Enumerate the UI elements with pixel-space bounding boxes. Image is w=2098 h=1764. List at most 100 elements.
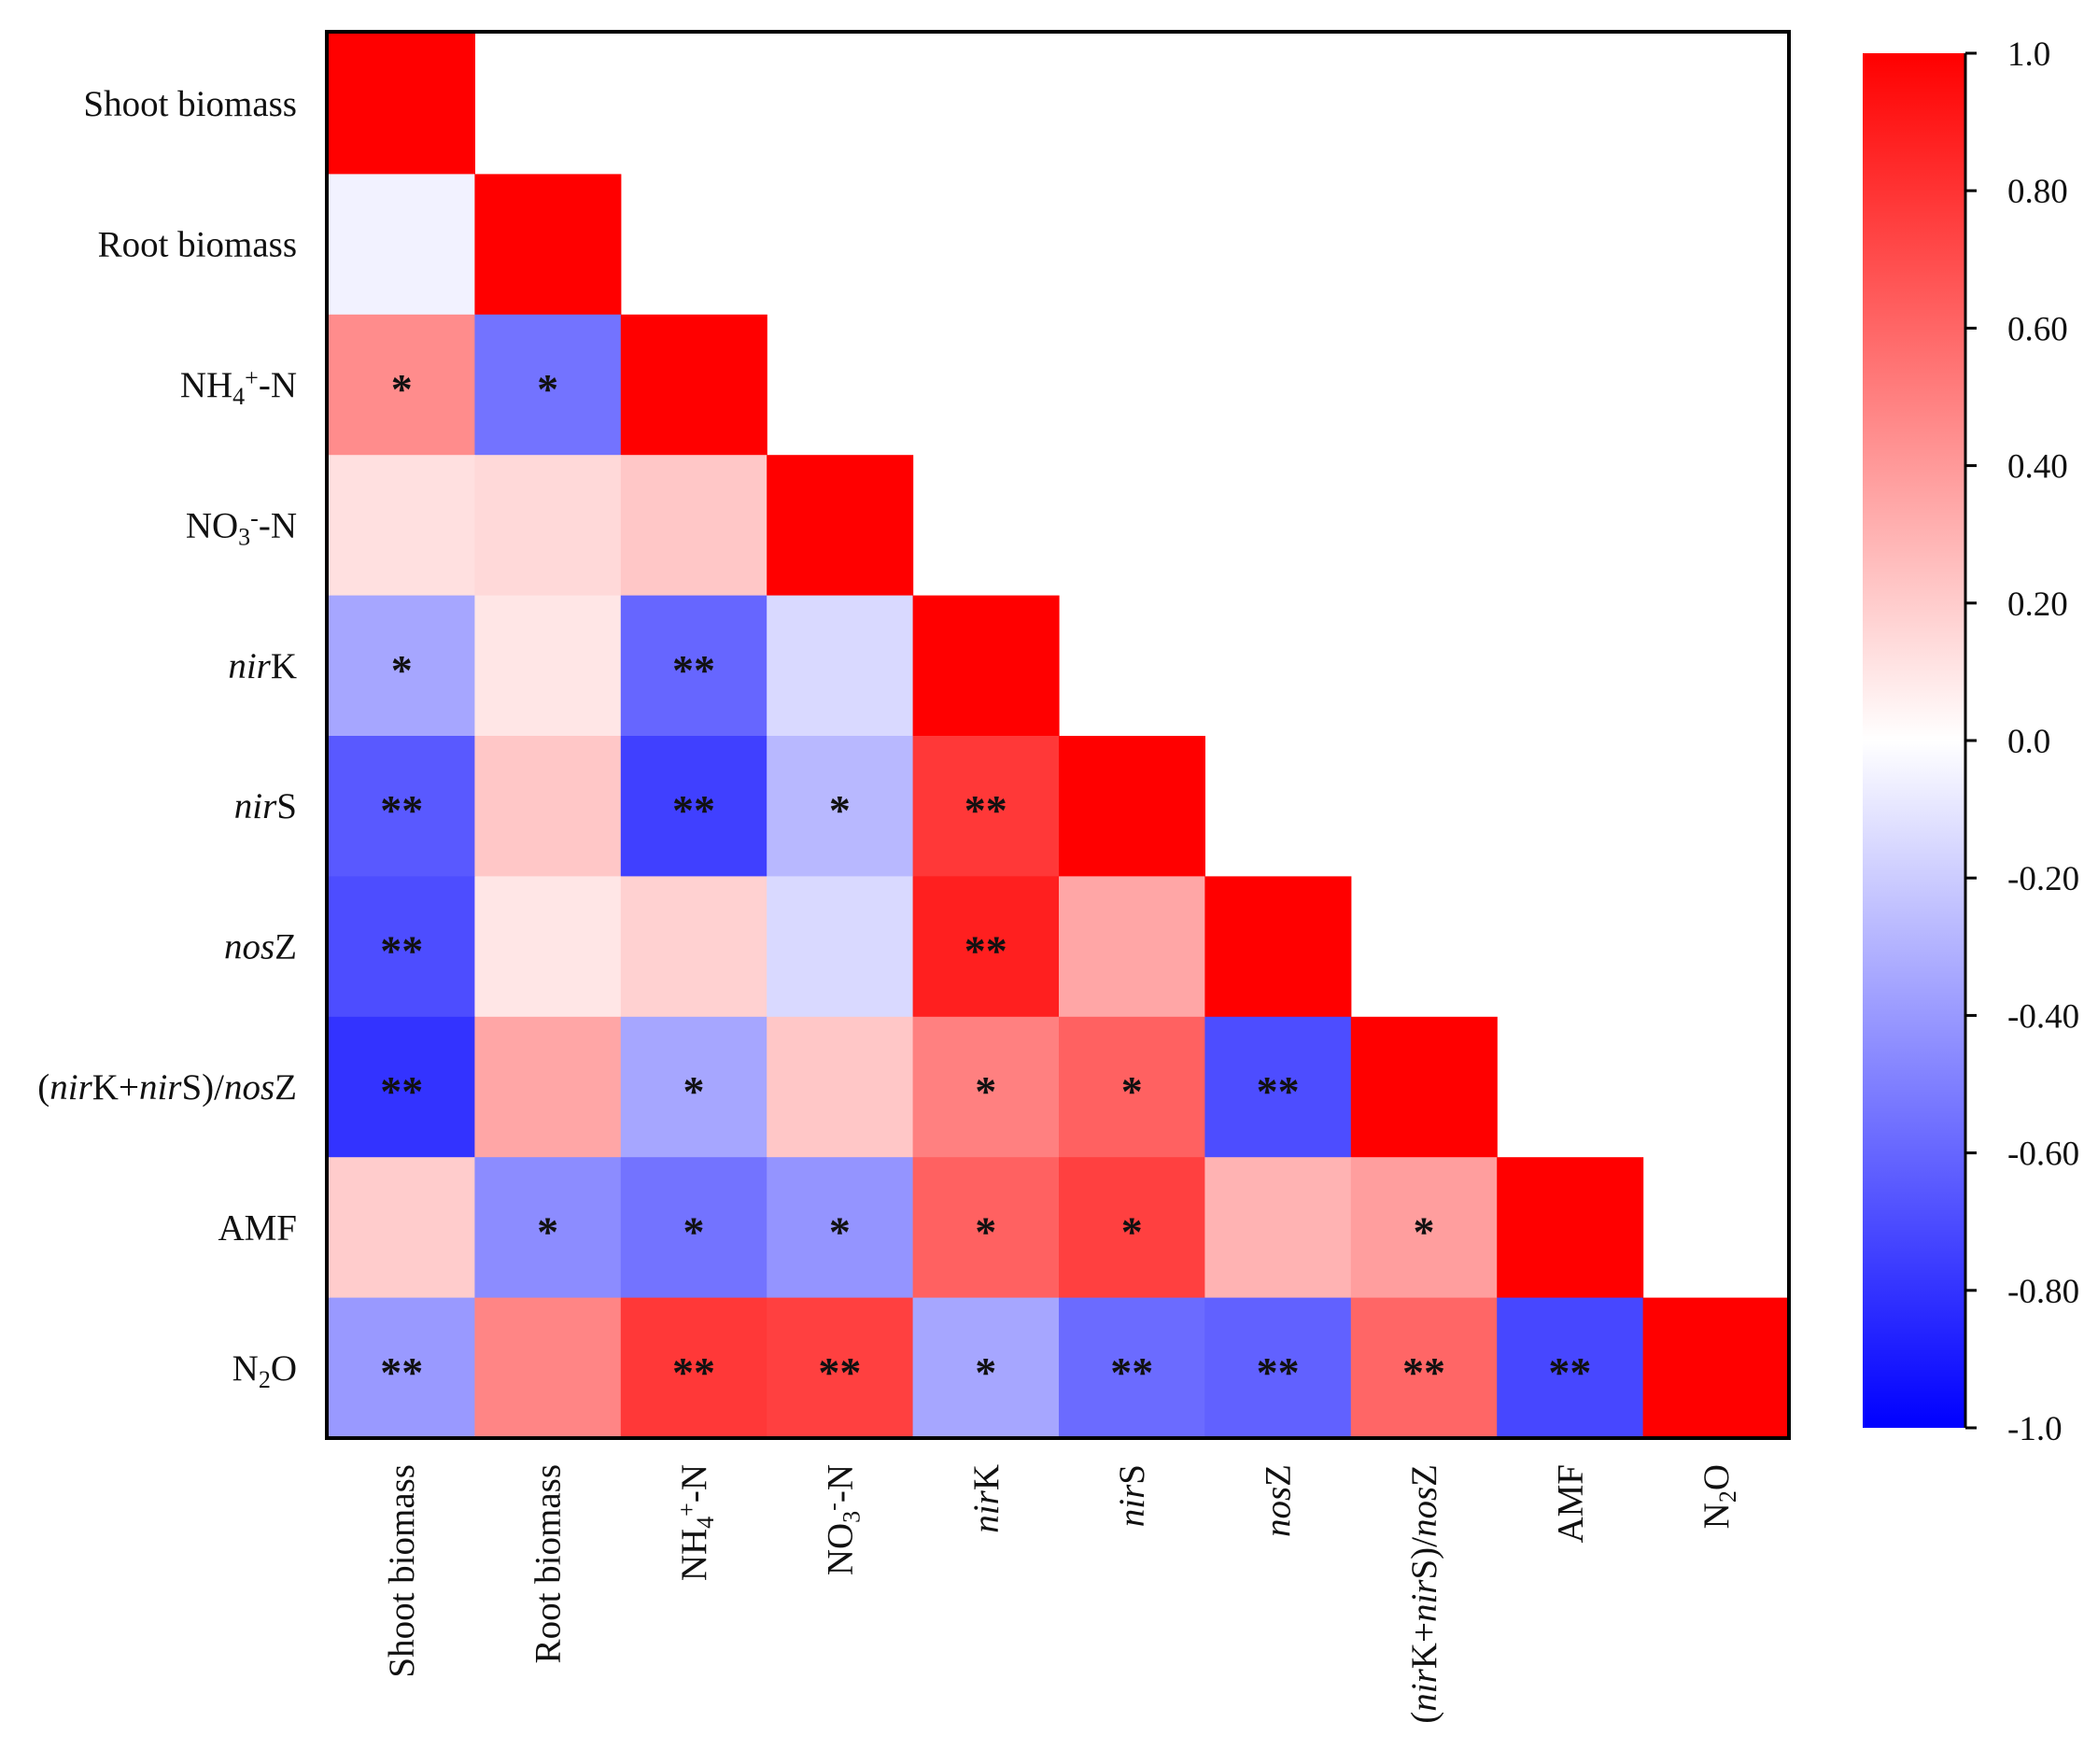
significance-marker-nh4-root: * bbox=[537, 365, 558, 413]
heatmap-cells bbox=[329, 34, 1790, 1439]
significance-marker-amf-no3: * bbox=[829, 1207, 851, 1255]
label-fragment: N bbox=[1697, 1503, 1737, 1529]
label-fragment: K+ bbox=[92, 1067, 139, 1108]
label-fragment: nir bbox=[139, 1067, 182, 1108]
colorbar-tick-label: 0.20 bbox=[2007, 586, 2068, 624]
colorbar-tick-label: -0.60 bbox=[2007, 1136, 2079, 1174]
label-fragment: ( bbox=[37, 1067, 49, 1108]
label-fragment: + bbox=[245, 364, 259, 391]
label-fragment: Z bbox=[275, 1067, 297, 1108]
significance-marker-amf-nirk: * bbox=[975, 1207, 996, 1255]
label-fragment: 2 bbox=[1714, 1490, 1741, 1503]
heatmap-cell-n2o-nirk bbox=[912, 1297, 1060, 1439]
colorbar-tick-label: -0.40 bbox=[2007, 997, 2079, 1036]
x-label-amf: AMF bbox=[1550, 1464, 1590, 1544]
label-fragment: NO bbox=[820, 1523, 860, 1575]
significance-marker-n2o-nirk: * bbox=[975, 1348, 996, 1396]
colorbar-tick-label: 0.60 bbox=[2007, 310, 2068, 348]
x-label-nh4: NH4+-N bbox=[673, 1464, 718, 1581]
plot-frame bbox=[325, 30, 1791, 1440]
label-fragment: Shoot biomass bbox=[83, 84, 297, 124]
heatmap-cell-nosz-nirk bbox=[912, 876, 1060, 1018]
label-fragment: - bbox=[820, 1503, 847, 1511]
label-fragment: nos bbox=[224, 927, 275, 967]
heatmap-cell-nirk-nirk bbox=[912, 595, 1060, 737]
label-fragment: K bbox=[271, 646, 297, 686]
label-fragment: NO bbox=[186, 505, 238, 545]
heatmap-cell-n2o-root bbox=[474, 1297, 622, 1439]
significance-markers: * ** **** ** * **** **** * * * *** * * * * *** ** ** * ** **… bbox=[380, 365, 1591, 1396]
label-fragment: N bbox=[232, 1348, 259, 1389]
y-label-nirk: nirK bbox=[228, 646, 297, 686]
heatmap-cell-amf-shoot bbox=[329, 1157, 475, 1299]
y-label-shoot: Shoot biomass bbox=[83, 84, 297, 124]
heatmap-cell-nh4-nh4 bbox=[620, 314, 767, 456]
label-fragment: nir bbox=[234, 786, 277, 826]
significance-marker-n2o-shoot: ** bbox=[380, 1348, 423, 1396]
y-label-n2o: N2O bbox=[232, 1348, 297, 1393]
significance-marker-amf-nirs: * bbox=[1121, 1207, 1143, 1255]
significance-marker-ratio-nirs: * bbox=[1121, 1067, 1143, 1115]
significance-marker-ratio-shoot: ** bbox=[380, 1067, 423, 1115]
colorbar-tick-label: -0.80 bbox=[2007, 1273, 2079, 1311]
y-label-nirs: nirS bbox=[234, 786, 297, 826]
colorbar: 1.0 0.80 0.60 0.40 0.20 0.0 -0.20 -0.40 -0.60 -0.… bbox=[1863, 35, 2079, 1448]
significance-marker-amf-nh4: * bbox=[683, 1207, 705, 1255]
label-fragment: NH bbox=[180, 365, 232, 405]
heatmap-cell-nosz-nosz bbox=[1204, 876, 1352, 1018]
label-fragment: AMF bbox=[1550, 1464, 1590, 1544]
heatmap-cell-root-root bbox=[474, 174, 622, 316]
heatmap-cell-nosz-nirs bbox=[1059, 876, 1205, 1018]
significance-marker-ratio-nosz: ** bbox=[1257, 1067, 1300, 1115]
significance-marker-n2o-amf: ** bbox=[1548, 1348, 1591, 1396]
heatmap-cell-n2o-no3 bbox=[767, 1297, 914, 1439]
x-label-root: Root biomass bbox=[528, 1464, 569, 1663]
heatmap-cell-no3-no3 bbox=[767, 455, 914, 597]
heatmap-cell-ratio-nirs bbox=[1059, 1016, 1205, 1158]
label-fragment: Z bbox=[275, 927, 297, 967]
heatmap-cell-nirk-root bbox=[474, 595, 622, 737]
heatmap-cell-shoot-shoot bbox=[329, 34, 475, 175]
heatmap-cell-nirs-no3 bbox=[767, 736, 914, 877]
label-fragment: nos bbox=[1259, 1487, 1299, 1537]
x-label-nirk: nirK bbox=[966, 1464, 1007, 1533]
heatmap-cell-nirk-nh4 bbox=[620, 595, 767, 737]
significance-marker-amf-root: * bbox=[537, 1207, 558, 1255]
label-fragment: 2 bbox=[259, 1366, 271, 1393]
label-fragment: S bbox=[276, 786, 297, 826]
label-fragment: Shoot biomass bbox=[382, 1464, 422, 1678]
heatmap-cell-n2o-nosz bbox=[1204, 1297, 1352, 1439]
label-fragment: 3 bbox=[838, 1511, 865, 1523]
heatmap-cell-root-shoot bbox=[329, 174, 475, 316]
label-fragment: Root biomass bbox=[528, 1464, 569, 1663]
significance-marker-n2o-nirs: ** bbox=[1110, 1348, 1153, 1396]
significance-marker-nirs-nirk: ** bbox=[965, 786, 1007, 834]
heatmap-cell-nosz-shoot bbox=[329, 876, 475, 1018]
label-fragment: Root biomass bbox=[98, 225, 297, 265]
heatmap-cell-ratio-nh4 bbox=[620, 1016, 767, 1158]
label-fragment: O bbox=[1697, 1464, 1737, 1490]
label-fragment: O bbox=[271, 1348, 297, 1389]
colorbar-gradient bbox=[1863, 53, 1965, 1428]
heatmap-cell-ratio-root bbox=[474, 1016, 622, 1158]
heatmap-cell-amf-root bbox=[474, 1157, 622, 1299]
label-fragment: 3 bbox=[238, 523, 250, 550]
x-label-ratio: (nirK+nirS)/nosZ bbox=[1404, 1464, 1444, 1724]
significance-marker-n2o-ratio: ** bbox=[1402, 1348, 1445, 1396]
y-label-amf: AMF bbox=[218, 1207, 297, 1248]
x-label-shoot: Shoot biomass bbox=[382, 1464, 422, 1678]
heatmap-cell-amf-nosz bbox=[1204, 1157, 1352, 1299]
x-label-nirs: nirS bbox=[1112, 1464, 1152, 1527]
label-fragment: - bbox=[250, 505, 259, 532]
heatmap-cell-nirk-shoot bbox=[329, 595, 475, 737]
y-label-root: Root biomass bbox=[98, 225, 297, 265]
heatmap-cell-nirs-nirk bbox=[912, 736, 1060, 877]
heatmap-cell-no3-nh4 bbox=[620, 455, 767, 597]
heatmap-cell-nh4-root bbox=[474, 314, 622, 456]
label-fragment: -N bbox=[259, 505, 297, 545]
heatmap-cell-n2o-nirs bbox=[1059, 1297, 1205, 1439]
heatmap-cell-ratio-nirk bbox=[912, 1016, 1060, 1158]
y-label-nh4: NH4+-N bbox=[180, 364, 297, 409]
significance-marker-n2o-nosz: ** bbox=[1257, 1348, 1300, 1396]
